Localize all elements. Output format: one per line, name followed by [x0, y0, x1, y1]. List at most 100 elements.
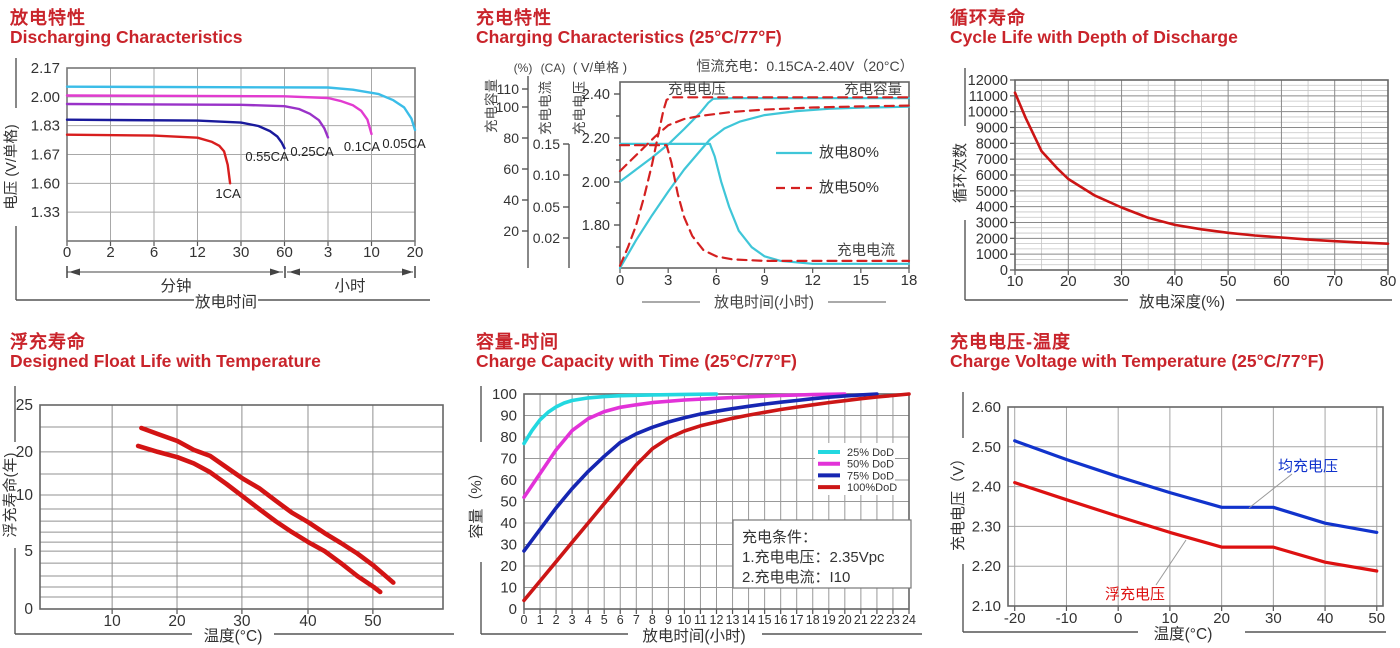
svg-text:容量（%）: 容量（%）: [468, 465, 485, 538]
svg-text:小时: 小时: [334, 277, 365, 295]
charging-characteristics-plot: 0 3 6 9 12 15 18(%) (CA)( V/单格 )充电容量 充电电流 充电电压110…: [483, 58, 918, 311]
svg-text:5: 5: [24, 543, 33, 560]
chart-cycle-life: 循环寿命 Cycle Life with Depth of Discharge …: [940, 0, 1400, 324]
svg-text:24: 24: [902, 613, 916, 627]
svg-text:60: 60: [1273, 273, 1290, 290]
svg-text:50: 50: [1368, 610, 1385, 627]
chart-title-zh: 充电特性: [476, 8, 552, 28]
chart-title-en: Charge Voltage with Temperature (25°C/77…: [950, 351, 1325, 371]
svg-text:放电时间(小时): 放电时间(小时): [714, 294, 814, 311]
chart-title-zh: 放电特性: [10, 8, 86, 28]
chart-charge-voltage-temperature: 充电电压-温度 Charge Voltage with Temperature …: [940, 324, 1400, 648]
svg-text:9: 9: [760, 272, 768, 289]
svg-text:20: 20: [16, 444, 34, 461]
svg-text:110: 110: [497, 81, 520, 97]
svg-text:2.30: 2.30: [972, 518, 1001, 535]
svg-text:20: 20: [168, 613, 186, 630]
svg-text:10: 10: [1162, 610, 1179, 627]
chart-title-en: Charge Capacity with Time (25°C/77°F): [476, 351, 797, 371]
svg-text:-10: -10: [1056, 610, 1078, 627]
chart-title-zh: 充电电压-温度: [950, 332, 1071, 352]
chart-float-life: 浮充寿命 Designed Float Life with Temperatur…: [0, 324, 466, 648]
svg-text:0.05: 0.05: [533, 199, 560, 215]
chart-title-zh: 循环寿命: [950, 8, 1026, 28]
chart-title-en: Cycle Life with Depth of Discharge: [950, 27, 1238, 47]
svg-text:5000: 5000: [976, 184, 1008, 200]
svg-text:0.10: 0.10: [533, 167, 560, 183]
svg-text:7000: 7000: [976, 152, 1008, 168]
svg-text:电压 (V/单格): 电压 (V/单格): [3, 124, 20, 209]
svg-text:循环次数: 循环次数: [952, 143, 969, 203]
svg-text:2.00: 2.00: [582, 175, 610, 191]
svg-text:15: 15: [758, 613, 772, 627]
svg-text:20: 20: [407, 244, 424, 261]
svg-text:70: 70: [500, 451, 517, 468]
svg-text:70: 70: [1326, 273, 1343, 290]
svg-text:充电电压: 充电电压: [572, 81, 587, 135]
svg-text:40: 40: [299, 613, 317, 630]
svg-text:放电时间: 放电时间: [195, 293, 257, 311]
svg-text:3: 3: [664, 272, 672, 289]
svg-text:9000: 9000: [976, 121, 1008, 137]
svg-text:80: 80: [503, 130, 519, 146]
svg-text:3000: 3000: [976, 216, 1008, 232]
svg-text:50: 50: [1220, 273, 1237, 290]
svg-text:1.83: 1.83: [31, 118, 60, 135]
svg-text:100%DoD: 100%DoD: [847, 482, 897, 494]
svg-text:2: 2: [553, 613, 560, 627]
chart-title-en: Discharging Characteristics: [10, 27, 243, 47]
svg-text:60: 60: [500, 472, 517, 489]
svg-text:18: 18: [806, 613, 820, 627]
svg-text:7: 7: [633, 613, 640, 627]
svg-text:40: 40: [503, 192, 519, 208]
svg-text:1: 1: [537, 613, 544, 627]
svg-text:25: 25: [16, 397, 33, 414]
svg-text:90: 90: [500, 408, 517, 425]
svg-text:0.02: 0.02: [533, 230, 560, 246]
svg-text:10000: 10000: [968, 105, 1008, 121]
svg-text:0: 0: [1114, 610, 1122, 627]
svg-text:6: 6: [617, 613, 624, 627]
svg-text:13: 13: [726, 613, 740, 627]
svg-text:温度(°C): 温度(°C): [1154, 625, 1213, 643]
svg-text:1CA: 1CA: [215, 186, 241, 201]
svg-text:1000: 1000: [976, 247, 1008, 263]
svg-text:8000: 8000: [976, 136, 1008, 152]
svg-text:4000: 4000: [976, 200, 1008, 216]
svg-text:18: 18: [901, 272, 918, 289]
svg-text:0.1CA: 0.1CA: [344, 139, 380, 154]
svg-text:50: 50: [364, 613, 382, 630]
svg-text:30: 30: [233, 244, 250, 261]
svg-text:充电电压: 充电电压: [668, 81, 726, 98]
svg-text:0.55CA: 0.55CA: [245, 149, 289, 164]
chart-title-en: Designed Float Life with Temperature: [10, 351, 321, 371]
svg-text:20: 20: [838, 613, 852, 627]
svg-text:14: 14: [742, 613, 756, 627]
svg-text:1.充电电压：2.35Vpc: 1.充电电压：2.35Vpc: [742, 549, 885, 566]
svg-text:50% DoD: 50% DoD: [847, 459, 894, 471]
svg-text:2.40: 2.40: [972, 479, 1001, 496]
svg-text:均充电压: 均充电压: [1278, 458, 1338, 475]
svg-text:放电80%: 放电80%: [819, 144, 879, 161]
svg-text:25% DoD: 25% DoD: [847, 447, 894, 459]
svg-text:11000: 11000: [969, 89, 1008, 105]
svg-text:充电电流: 充电电流: [837, 242, 895, 259]
svg-text:1.33: 1.33: [31, 204, 60, 221]
svg-text:放电时间(小时): 放电时间(小时): [642, 627, 745, 645]
svg-text:80: 80: [500, 429, 517, 446]
svg-text:75% DoD: 75% DoD: [847, 470, 894, 482]
svg-text:22: 22: [870, 613, 884, 627]
svg-text:1.80: 1.80: [582, 218, 610, 234]
svg-text:充电电流: 充电电流: [538, 81, 553, 135]
svg-text:12: 12: [710, 613, 724, 627]
svg-text:2.50: 2.50: [972, 439, 1001, 456]
cycle-life-plot: 10 20 30 40 50 60 70 80120001100010000900080007…: [952, 68, 1396, 311]
svg-text:6: 6: [712, 272, 720, 289]
svg-text:100: 100: [492, 386, 517, 403]
svg-text:放电深度(%): 放电深度(%): [1139, 293, 1225, 311]
svg-text:2.20: 2.20: [582, 131, 610, 147]
svg-text:放电50%: 放电50%: [819, 179, 879, 196]
chart-discharging-characteristics: 放电特性 Discharging Characteristics 0 2 6 12 30…: [0, 0, 466, 324]
svg-text:2.充电电流：I10: 2.充电电流：I10: [742, 569, 850, 586]
